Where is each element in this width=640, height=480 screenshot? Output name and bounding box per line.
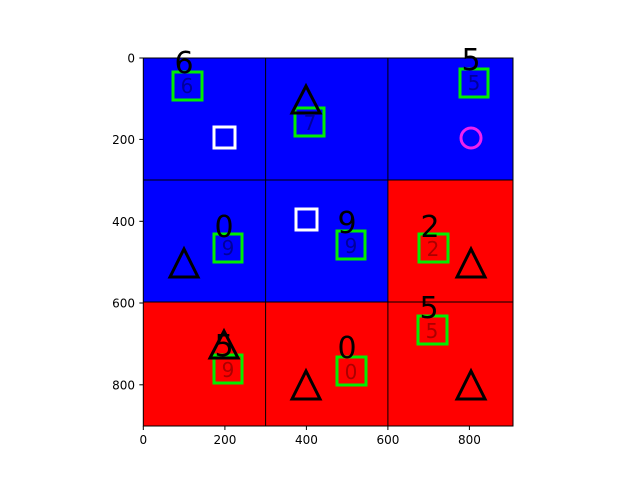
small-digit-label: 2: [427, 237, 440, 261]
small-digit-label: 0: [345, 360, 358, 384]
triangle: [289, 367, 323, 401]
big-digit-label: 5: [419, 291, 438, 326]
big-digit-label: 6: [174, 46, 193, 81]
triangle: [289, 82, 323, 115]
cell-2-2: [387, 302, 513, 426]
small-digit-label: 9: [345, 234, 358, 258]
green-square: [171, 70, 204, 102]
x-tick-label: 400: [295, 433, 318, 447]
triangle: [454, 367, 488, 401]
small-digit-label: 5: [468, 71, 481, 95]
green-square: [458, 67, 490, 99]
triangle: [454, 245, 488, 279]
triangle: [167, 245, 201, 279]
cell-0-1: [265, 58, 388, 180]
big-digit-label: 9: [337, 206, 356, 241]
y-tick-label: 0: [127, 52, 135, 66]
small-digit-label: 9: [222, 236, 235, 260]
green-square: [335, 355, 368, 387]
cell-2-1: [265, 302, 388, 426]
big-digits: 6 5 0 9 2 5 5 0: [174, 43, 480, 366]
grid-lines: [143, 58, 513, 426]
x-tick-label: 200: [213, 433, 236, 447]
cell-1-0: [143, 180, 266, 302]
green-square: [212, 232, 244, 264]
magenta-circle: [459, 126, 483, 150]
y-axis: 0 200 400 600 800: [112, 52, 144, 392]
green-square: [417, 232, 450, 264]
big-digit-label: 5: [214, 329, 233, 364]
cell-1-1: [265, 180, 388, 302]
big-digit-label: 5: [461, 43, 480, 78]
small-digit-label: 7: [304, 111, 317, 135]
big-digit-label: 0: [214, 210, 233, 245]
white-square: [212, 125, 237, 150]
green-square: [416, 314, 449, 346]
green-squares: [171, 67, 490, 387]
black-triangles: [167, 82, 488, 401]
small-digit-label: 9: [222, 358, 235, 382]
x-tick-label: 600: [376, 433, 399, 447]
white-square: [294, 207, 319, 232]
y-tick-label: 800: [112, 378, 135, 392]
x-tick-label: 800: [458, 433, 481, 447]
green-square: [293, 106, 326, 138]
big-digit-label: 0: [337, 331, 356, 366]
white-squares: [212, 125, 319, 232]
cell-0-0: [143, 58, 266, 180]
y-tick-label: 200: [112, 133, 135, 147]
cell-1-2: [387, 180, 513, 302]
green-square: [212, 353, 244, 385]
x-axis: 0 200 400 600 800: [139, 426, 481, 447]
big-digit-label: 2: [420, 210, 439, 245]
triangle: [207, 327, 241, 360]
small-digits: 6 5 7 9 9 2 5 9 0: [181, 71, 481, 384]
grid-cells: [143, 58, 513, 426]
y-tick-label: 600: [112, 297, 135, 311]
green-square: [335, 229, 367, 261]
small-digit-label: 5: [426, 319, 439, 343]
y-tick-label: 400: [112, 215, 135, 229]
cell-0-2: [387, 58, 513, 180]
cell-2-0: [143, 302, 266, 426]
small-digit-label: 6: [181, 74, 194, 98]
axes-frame: [142, 57, 514, 427]
x-tick-label: 0: [139, 433, 147, 447]
